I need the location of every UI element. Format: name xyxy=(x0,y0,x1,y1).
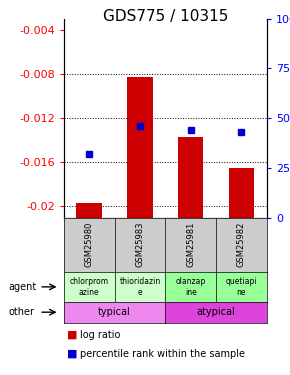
Text: GSM25982: GSM25982 xyxy=(237,222,246,267)
Text: thioridazin
e: thioridazin e xyxy=(119,277,161,297)
Bar xyxy=(178,137,203,218)
Bar xyxy=(77,203,102,217)
Text: atypical: atypical xyxy=(197,307,235,317)
Text: other: other xyxy=(9,307,35,317)
Text: ■: ■ xyxy=(67,349,77,359)
Text: olanzap
ine: olanzap ine xyxy=(175,277,206,297)
Text: agent: agent xyxy=(9,282,37,292)
Text: ■: ■ xyxy=(67,330,77,340)
Text: typical: typical xyxy=(98,307,131,317)
Bar xyxy=(127,77,153,218)
Text: log ratio: log ratio xyxy=(80,330,120,340)
Text: GSM25983: GSM25983 xyxy=(135,222,144,267)
Text: quetiapi
ne: quetiapi ne xyxy=(226,277,257,297)
Bar xyxy=(229,168,254,217)
Text: GDS775 / 10315: GDS775 / 10315 xyxy=(103,9,228,24)
Text: chlorprom
azine: chlorprom azine xyxy=(70,277,109,297)
Text: percentile rank within the sample: percentile rank within the sample xyxy=(80,349,245,359)
Text: GSM25980: GSM25980 xyxy=(85,222,94,267)
Text: GSM25981: GSM25981 xyxy=(186,222,195,267)
